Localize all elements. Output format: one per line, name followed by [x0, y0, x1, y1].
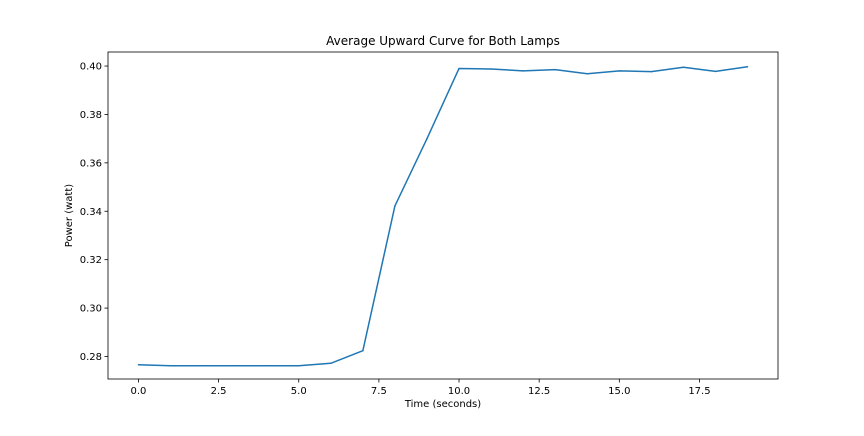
- data-point: [682, 66, 685, 68]
- y-tick-label: 0.38: [80, 110, 102, 121]
- x-tick-label: 2.5: [211, 386, 227, 397]
- y-tick-label: 0.30: [80, 304, 102, 315]
- data-point: [297, 364, 300, 367]
- data-point: [394, 205, 396, 207]
- data-point: [169, 364, 172, 367]
- x-tick-label: 15.0: [608, 386, 630, 397]
- y-axis-ticks: 0.28 0.30 0.32 0.34 0.36 0.38 0.40: [80, 62, 108, 363]
- x-axis-ticks: 0.0 2.5 5.0 7.5 10.0 12.5 15.0 17.5: [131, 379, 711, 397]
- data-point: [265, 364, 268, 367]
- data-point: [426, 137, 428, 140]
- data-point: [586, 73, 589, 75]
- x-tick-label: 10.0: [448, 386, 470, 397]
- y-tick-label: 0.40: [80, 62, 102, 73]
- data-point: [490, 68, 492, 70]
- data-point: [458, 67, 460, 70]
- data-point: [137, 363, 140, 366]
- data-point: [714, 70, 717, 73]
- x-tick-label: 17.5: [688, 386, 710, 397]
- y-tick-label: 0.32: [80, 255, 102, 266]
- data-point: [201, 364, 204, 367]
- y-tick-label: 0.28: [80, 352, 102, 363]
- x-tick-label: 0.0: [131, 386, 147, 397]
- x-tick-label: 12.5: [528, 386, 550, 397]
- data-point: [618, 70, 621, 72]
- x-axis-label: Time (seconds): [404, 399, 481, 410]
- x-tick-label: 5.0: [291, 386, 307, 397]
- data-point: [650, 70, 653, 73]
- y-axis-label: Power (watt): [64, 184, 75, 247]
- data-point: [362, 349, 364, 352]
- data-point: [746, 66, 749, 68]
- data-point: [330, 362, 332, 365]
- y-tick-label: 0.36: [80, 158, 102, 169]
- y-tick-label: 0.34: [80, 207, 102, 218]
- series-line: [138, 66, 748, 367]
- chart-title: Average Upward Curve for Both Lamps: [326, 34, 560, 48]
- plot-area: [137, 66, 749, 367]
- data-point: [522, 70, 524, 72]
- data-point: [233, 364, 236, 367]
- data-point: [554, 68, 556, 71]
- axes-frame: [107, 51, 779, 380]
- x-tick-label: 7.5: [371, 386, 387, 397]
